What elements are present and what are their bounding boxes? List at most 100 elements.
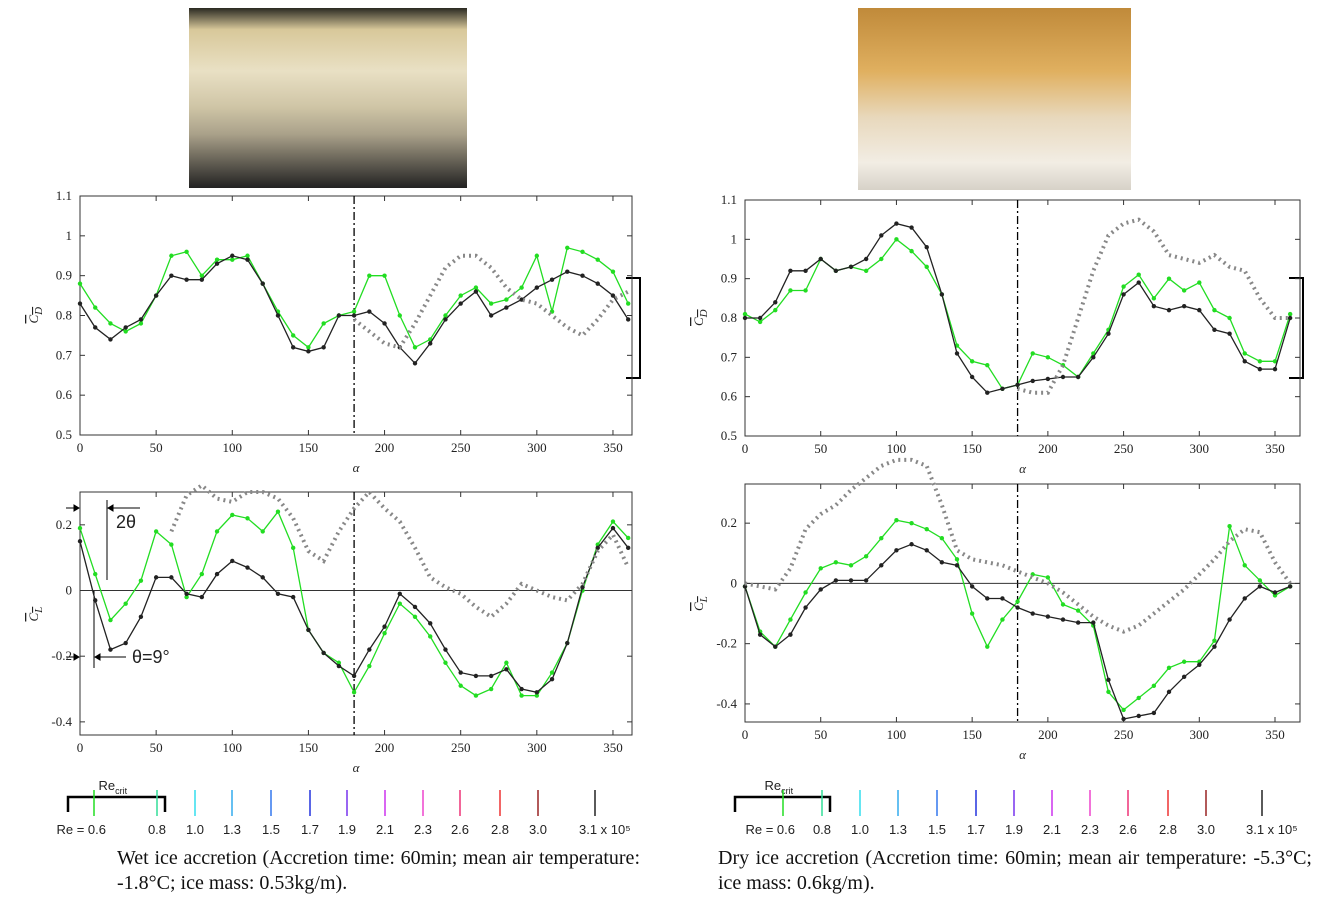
data-point	[848, 578, 854, 583]
x-tick-label: 150	[299, 440, 319, 455]
data-point	[199, 273, 205, 278]
data-point	[230, 253, 235, 258]
data-point	[803, 605, 808, 610]
data-point	[1075, 620, 1081, 625]
data-point	[184, 277, 189, 282]
y-tick-label: 0	[731, 575, 738, 590]
data-point	[1151, 683, 1157, 689]
y-tick-label: 1	[66, 228, 73, 243]
data-point	[1227, 315, 1232, 321]
legend-label: 1.3	[223, 822, 241, 837]
data-point	[1272, 359, 1278, 364]
data-point	[1106, 689, 1111, 695]
data-point	[153, 529, 159, 534]
data-point	[1212, 327, 1217, 332]
data-point	[954, 563, 960, 568]
x-tick-label: 350	[1265, 727, 1285, 742]
data-point	[1000, 617, 1005, 622]
data-point	[275, 509, 281, 514]
legend-label: 1.5	[928, 822, 946, 837]
data-point	[336, 313, 342, 318]
data-point	[863, 256, 869, 262]
data-point	[138, 614, 144, 619]
data-point	[412, 345, 418, 350]
x-axis-label: α	[1019, 461, 1027, 476]
legend-label: 2.6	[1119, 822, 1137, 837]
data-point	[1181, 674, 1187, 680]
data-point	[214, 261, 220, 266]
data-point	[458, 293, 463, 298]
data-point	[1287, 315, 1293, 321]
data-point	[610, 519, 616, 524]
data-point	[138, 578, 144, 583]
y-axis-label-sub: D	[33, 307, 45, 316]
bracket	[626, 277, 641, 379]
data-point	[1060, 617, 1066, 622]
data-point	[1136, 695, 1141, 701]
x-tick-label: 200	[375, 440, 395, 455]
y-axis-label-base: C	[26, 613, 41, 622]
x-tick-label: 250	[1114, 441, 1134, 456]
data-point	[954, 557, 960, 562]
data-point	[939, 560, 945, 565]
data-point	[833, 268, 839, 273]
data-point	[77, 301, 83, 306]
legend-label: 1.7	[301, 822, 319, 837]
data-point	[818, 566, 823, 571]
data-point	[184, 594, 189, 600]
data-point	[153, 293, 159, 298]
data-point	[1272, 366, 1278, 372]
data-point	[788, 268, 793, 273]
data-point	[894, 221, 899, 226]
data-point	[1242, 351, 1247, 356]
data-point	[230, 558, 235, 564]
y-tick-label: 0.6	[721, 389, 738, 404]
data-point	[473, 289, 479, 294]
legend-label: 2.3	[1081, 822, 1099, 837]
bracket	[1289, 277, 1304, 379]
y-tick-label: 0.5	[56, 427, 72, 442]
data-point	[367, 647, 372, 652]
crit-sub: crit	[115, 786, 127, 796]
data-point	[773, 307, 778, 313]
data-point	[818, 256, 823, 262]
data-point	[909, 248, 914, 254]
plot-frame	[79, 491, 633, 736]
data-point	[214, 571, 220, 577]
data-point	[412, 604, 418, 610]
x-tick-label: 100	[887, 441, 907, 456]
data-point	[1045, 355, 1051, 360]
data-point	[382, 631, 387, 636]
data-point	[924, 548, 929, 553]
data-point	[77, 281, 83, 286]
data-point	[1045, 376, 1051, 382]
data-point	[939, 536, 945, 541]
data-point	[1015, 382, 1020, 388]
data-point	[610, 293, 616, 298]
data-point	[367, 663, 372, 669]
data-point	[1242, 596, 1247, 601]
arrow-head	[73, 504, 80, 512]
data-point	[519, 285, 524, 290]
data-point	[93, 305, 98, 310]
data-point	[108, 337, 113, 342]
y-tick-label: 1.1	[721, 192, 737, 207]
data-point	[985, 644, 990, 649]
data-point	[879, 536, 884, 541]
data-point	[1212, 307, 1217, 313]
data-point	[1181, 288, 1187, 293]
crit-base: Re	[765, 778, 782, 793]
data-point	[245, 565, 250, 570]
y-tick-label: 0.9	[721, 271, 737, 286]
legend-label: 0.8	[813, 822, 831, 837]
x-tick-label: 0	[742, 441, 749, 456]
data-point	[306, 345, 311, 350]
x-tick-label: 150	[962, 441, 982, 456]
data-point	[351, 309, 357, 314]
data-point	[595, 545, 600, 551]
x-axis-label: α	[353, 460, 361, 475]
data-point	[879, 233, 884, 238]
caption: Wet ice accretion (Accretion time: 60min…	[117, 847, 640, 894]
data-point	[504, 305, 509, 310]
